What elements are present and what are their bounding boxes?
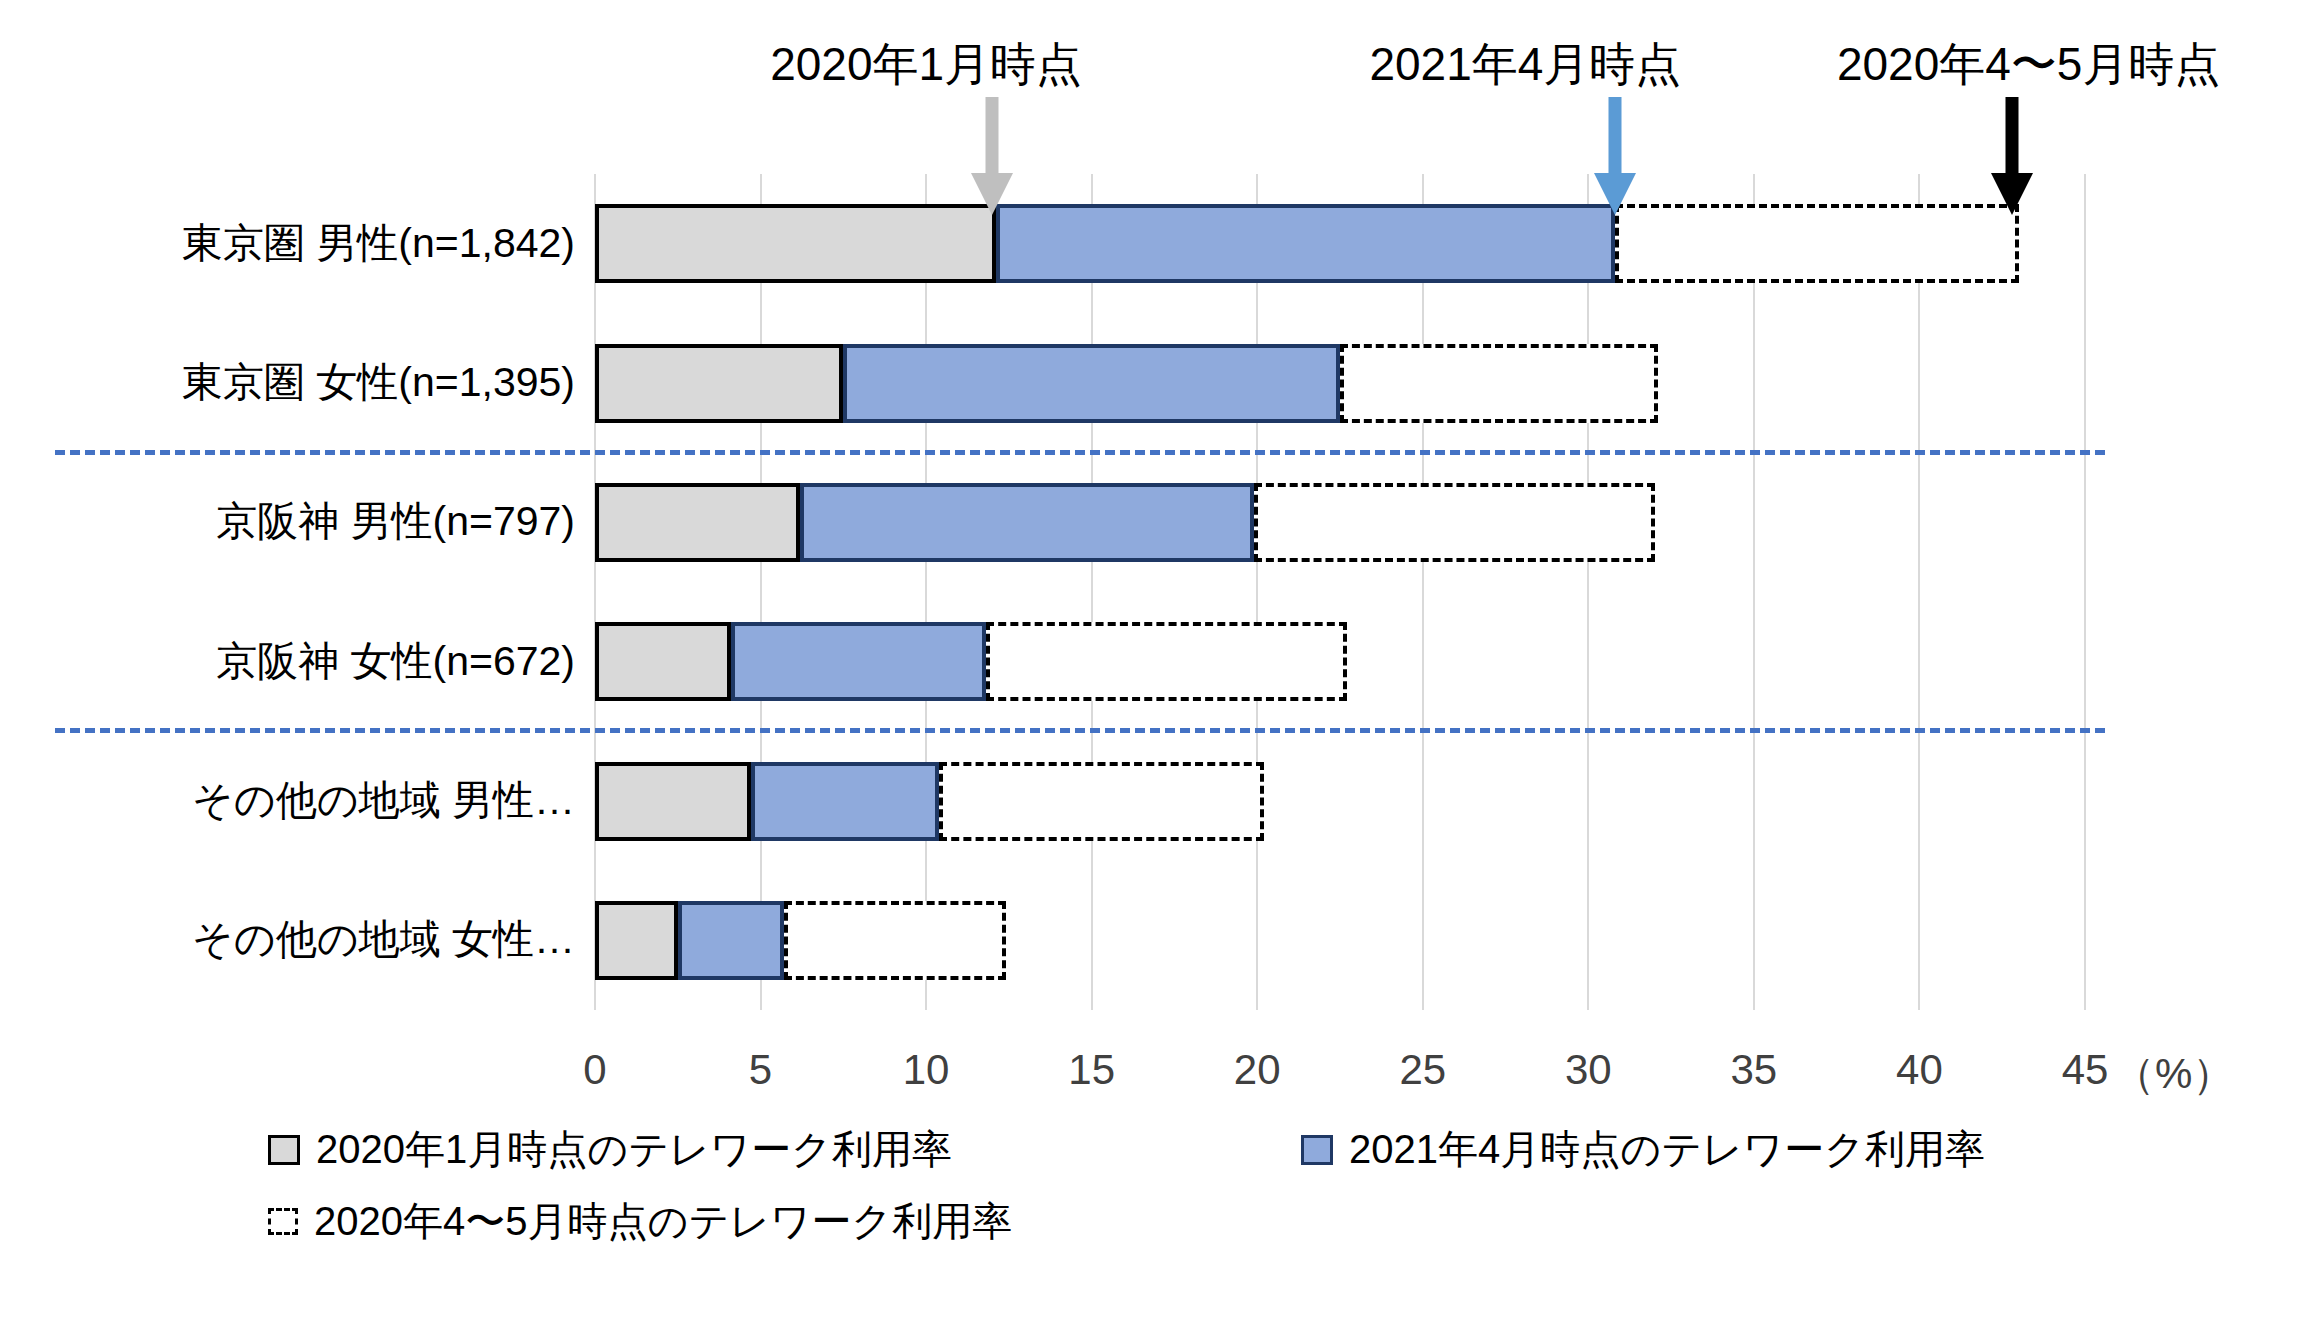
- telework-usage-bar-chart: 東京圏 男性(n=1,842)東京圏 女性(n=1,395)京阪神 男性(n=7…: [0, 0, 2306, 1332]
- legend-swatch-blue-fill: [1301, 1135, 1333, 1165]
- legend-label: 2021年4月時点のテレワーク利用率: [1349, 1122, 1985, 1177]
- legend-item: 2020年1月時点のテレワーク利用率: [268, 1122, 952, 1177]
- legend-label: 2020年4〜5月時点のテレワーク利用率: [314, 1194, 1012, 1249]
- legend-swatch-dashed-outline: [268, 1208, 298, 1235]
- legend-item: 2020年4〜5月時点のテレワーク利用率: [268, 1194, 1012, 1249]
- legend-swatch-gray-fill: [268, 1135, 300, 1165]
- legend-layer: 2020年1月時点のテレワーク利用率 2021年4月時点のテレワーク利用率 2020…: [0, 0, 2306, 1332]
- legend-item: 2021年4月時点のテレワーク利用率: [1301, 1122, 1985, 1177]
- legend-label: 2020年1月時点のテレワーク利用率: [316, 1122, 952, 1177]
